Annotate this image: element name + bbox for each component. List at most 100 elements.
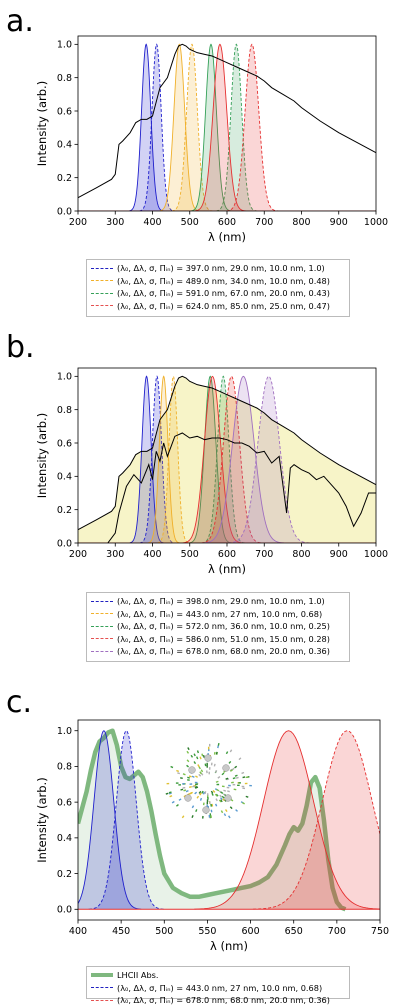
y-tick-label: 0.2 [57, 173, 72, 184]
legend-entry: (λ₀, Δλ, σ, Πᵢₙ) = 489.0 nm, 34.0 nm, 10… [91, 275, 345, 288]
legend-swatch [91, 638, 113, 640]
band-line-1 [139, 375, 175, 543]
x-tick-label: 600 [242, 926, 260, 937]
band-fill-6 [182, 376, 243, 543]
y-axis-label: Intensity (arb.) [35, 81, 49, 166]
x-tick-label: 700 [255, 549, 273, 560]
x-tick-label: 400 [143, 217, 161, 228]
legend-label: (λ₀, Δλ, σ, Πᵢₙ) = 591.0 nm, 67.0 nm, 20… [117, 288, 330, 299]
legend-entry: (λ₀, Δλ, σ, Πᵢₙ) = 678.0 nm, 68.0 nm, 20… [91, 994, 345, 1007]
x-tick-label: 1000 [364, 217, 388, 228]
legend-entry: LHCII Abs. [91, 969, 345, 982]
y-tick-label: 1.0 [57, 372, 72, 383]
band-fill-1 [89, 730, 164, 910]
y-tick-label: 0.8 [57, 762, 72, 773]
x-tick-label: 300 [106, 549, 124, 560]
band-line-2 [194, 730, 380, 910]
x-tick-label: 200 [69, 217, 87, 228]
y-tick-label: 0.6 [57, 106, 72, 117]
legend-swatch [91, 987, 113, 989]
legend-c: LHCII Abs. (λ₀, Δλ, σ, Πᵢₙ) = 443.0 nm, 2… [86, 966, 350, 1005]
x-tick-label: 900 [330, 549, 348, 560]
band-fill-0 [129, 376, 164, 543]
x-tick-label: 900 [330, 217, 348, 228]
y-tick-label: 1.0 [57, 726, 72, 737]
band-line-8 [202, 375, 284, 543]
band-fill-3 [171, 44, 213, 211]
y-tick-label: 0.4 [57, 140, 72, 151]
band-line-0 [128, 43, 164, 211]
band-fill-8 [202, 376, 284, 543]
x-tick-label: 500 [155, 926, 173, 937]
plot-area [78, 728, 380, 912]
legend-label: (λ₀, Δλ, σ, Πᵢₙ) = 572.0 nm, 36.0 nm, 10… [117, 621, 330, 632]
x-axis-label: λ (nm) [208, 230, 246, 244]
x-tick-label: 750 [371, 926, 389, 937]
legend-label: (λ₀, Δλ, σ, Πᵢₙ) = 443.0 nm, 27 nm, 10.0… [117, 982, 323, 993]
x-tick-label: 600 [218, 549, 236, 560]
band-line-7 [200, 375, 262, 543]
x-tick-label: 600 [218, 217, 236, 228]
legend-swatch [91, 292, 113, 294]
legend-swatch [91, 267, 113, 269]
legend-entry: (λ₀, Δλ, σ, Πᵢₙ) = 678.0 nm, 68.0 nm, 20… [91, 645, 345, 658]
legend-label: (λ₀, Δλ, σ, Πᵢₙ) = 397.0 nm, 29.0 nm, 10… [117, 263, 325, 274]
legend-entry: (λ₀, Δλ, σ, Πᵢₙ) = 443.0 nm, 27 nm, 10.0… [91, 982, 345, 995]
x-tick-label: 400 [143, 549, 161, 560]
legend-label: (λ₀, Δλ, σ, Πᵢₙ) = 398.0 nm, 29.0 nm, 10… [117, 596, 325, 607]
y-tick-label: 0.6 [57, 797, 72, 808]
x-tick-label: 400 [69, 926, 87, 937]
legend-entry: (λ₀, Δλ, σ, Πᵢₙ) = 586.0 nm, 51.0 nm, 15… [91, 633, 345, 646]
band-line-7 [225, 43, 278, 211]
band-line-6 [193, 43, 246, 211]
chart-b: 200 300 400 500 600 700 800 900 1000 0.0 0.2 0.4 0.6… [35, 367, 388, 576]
y-tick-label: 0.2 [57, 869, 72, 880]
y-axis-label: Intensity (arb.) [35, 413, 49, 498]
legend-label: (λ₀, Δλ, σ, Πᵢₙ) = 678.0 nm, 68.0 nm, 20… [117, 646, 330, 657]
band-fill-5 [216, 44, 257, 211]
y-tick-label: 1.0 [57, 40, 72, 51]
spectrum-line [78, 43, 376, 199]
x-tick-label: 1000 [364, 549, 388, 560]
x-axis-label: λ (nm) [210, 939, 248, 953]
band-fill-9 [228, 376, 310, 543]
band-line-5 [215, 43, 257, 211]
y-tick-label: 0.6 [57, 438, 72, 449]
x-tick-label: 200 [69, 549, 87, 560]
spectrum2-line [107, 432, 376, 543]
lhcii-protein-structure [165, 742, 252, 819]
chart-c: 400 450 500 550 600 650 700 750 0.0 0.2 0.4 0.6 0.8 1… [35, 719, 389, 953]
x-tick-label: 300 [106, 217, 124, 228]
band-line-3 [252, 730, 380, 910]
band-fill-2 [147, 376, 180, 543]
x-tick-label: 500 [181, 549, 199, 560]
legend-swatch [91, 650, 113, 652]
legend-swatch [91, 973, 113, 978]
panel-label-a: a. [6, 4, 34, 39]
legend-swatch [91, 999, 113, 1001]
y-axis-label: Intensity (arb.) [35, 777, 49, 862]
y-tick-label: 0.4 [57, 833, 72, 844]
band-fill-1 [139, 376, 175, 543]
band-fill-0 [78, 730, 142, 910]
band-line-5 [201, 375, 245, 543]
y-tick-label: 0.2 [57, 505, 72, 516]
plot-area [78, 43, 376, 211]
band-line-4 [190, 43, 232, 211]
x-tick-label: 800 [292, 549, 310, 560]
band-line-1 [138, 43, 174, 211]
x-tick-label: 700 [328, 926, 346, 937]
legend-entry: (λ₀, Δλ, σ, Πᵢₙ) = 398.0 nm, 29.0 nm, 10… [91, 595, 345, 608]
legend-label: (λ₀, Δλ, σ, Πᵢₙ) = 586.0 nm, 51.0 nm, 15… [117, 633, 330, 644]
band-line-3 [171, 43, 213, 211]
legend-b: (λ₀, Δλ, σ, Πᵢₙ) = 398.0 nm, 29.0 nm, 10… [86, 592, 350, 662]
y-tick-label: 0.8 [57, 405, 72, 416]
band-fill-2 [159, 44, 200, 211]
band-fill-3 [253, 730, 380, 910]
legend-entry: (λ₀, Δλ, σ, Πᵢₙ) = 591.0 nm, 67.0 nm, 20… [91, 287, 345, 300]
chart-a: 200 300 400 500 600 700 800 900 1000 0.0 0.2 0.4 0.6… [35, 35, 388, 244]
axes-frame [77, 719, 381, 921]
band-fill-4 [190, 44, 232, 211]
legend-entry: (λ₀, Δλ, σ, Πᵢₙ) = 397.0 nm, 29.0 nm, 10… [91, 262, 345, 275]
x-tick-label: 450 [112, 926, 130, 937]
